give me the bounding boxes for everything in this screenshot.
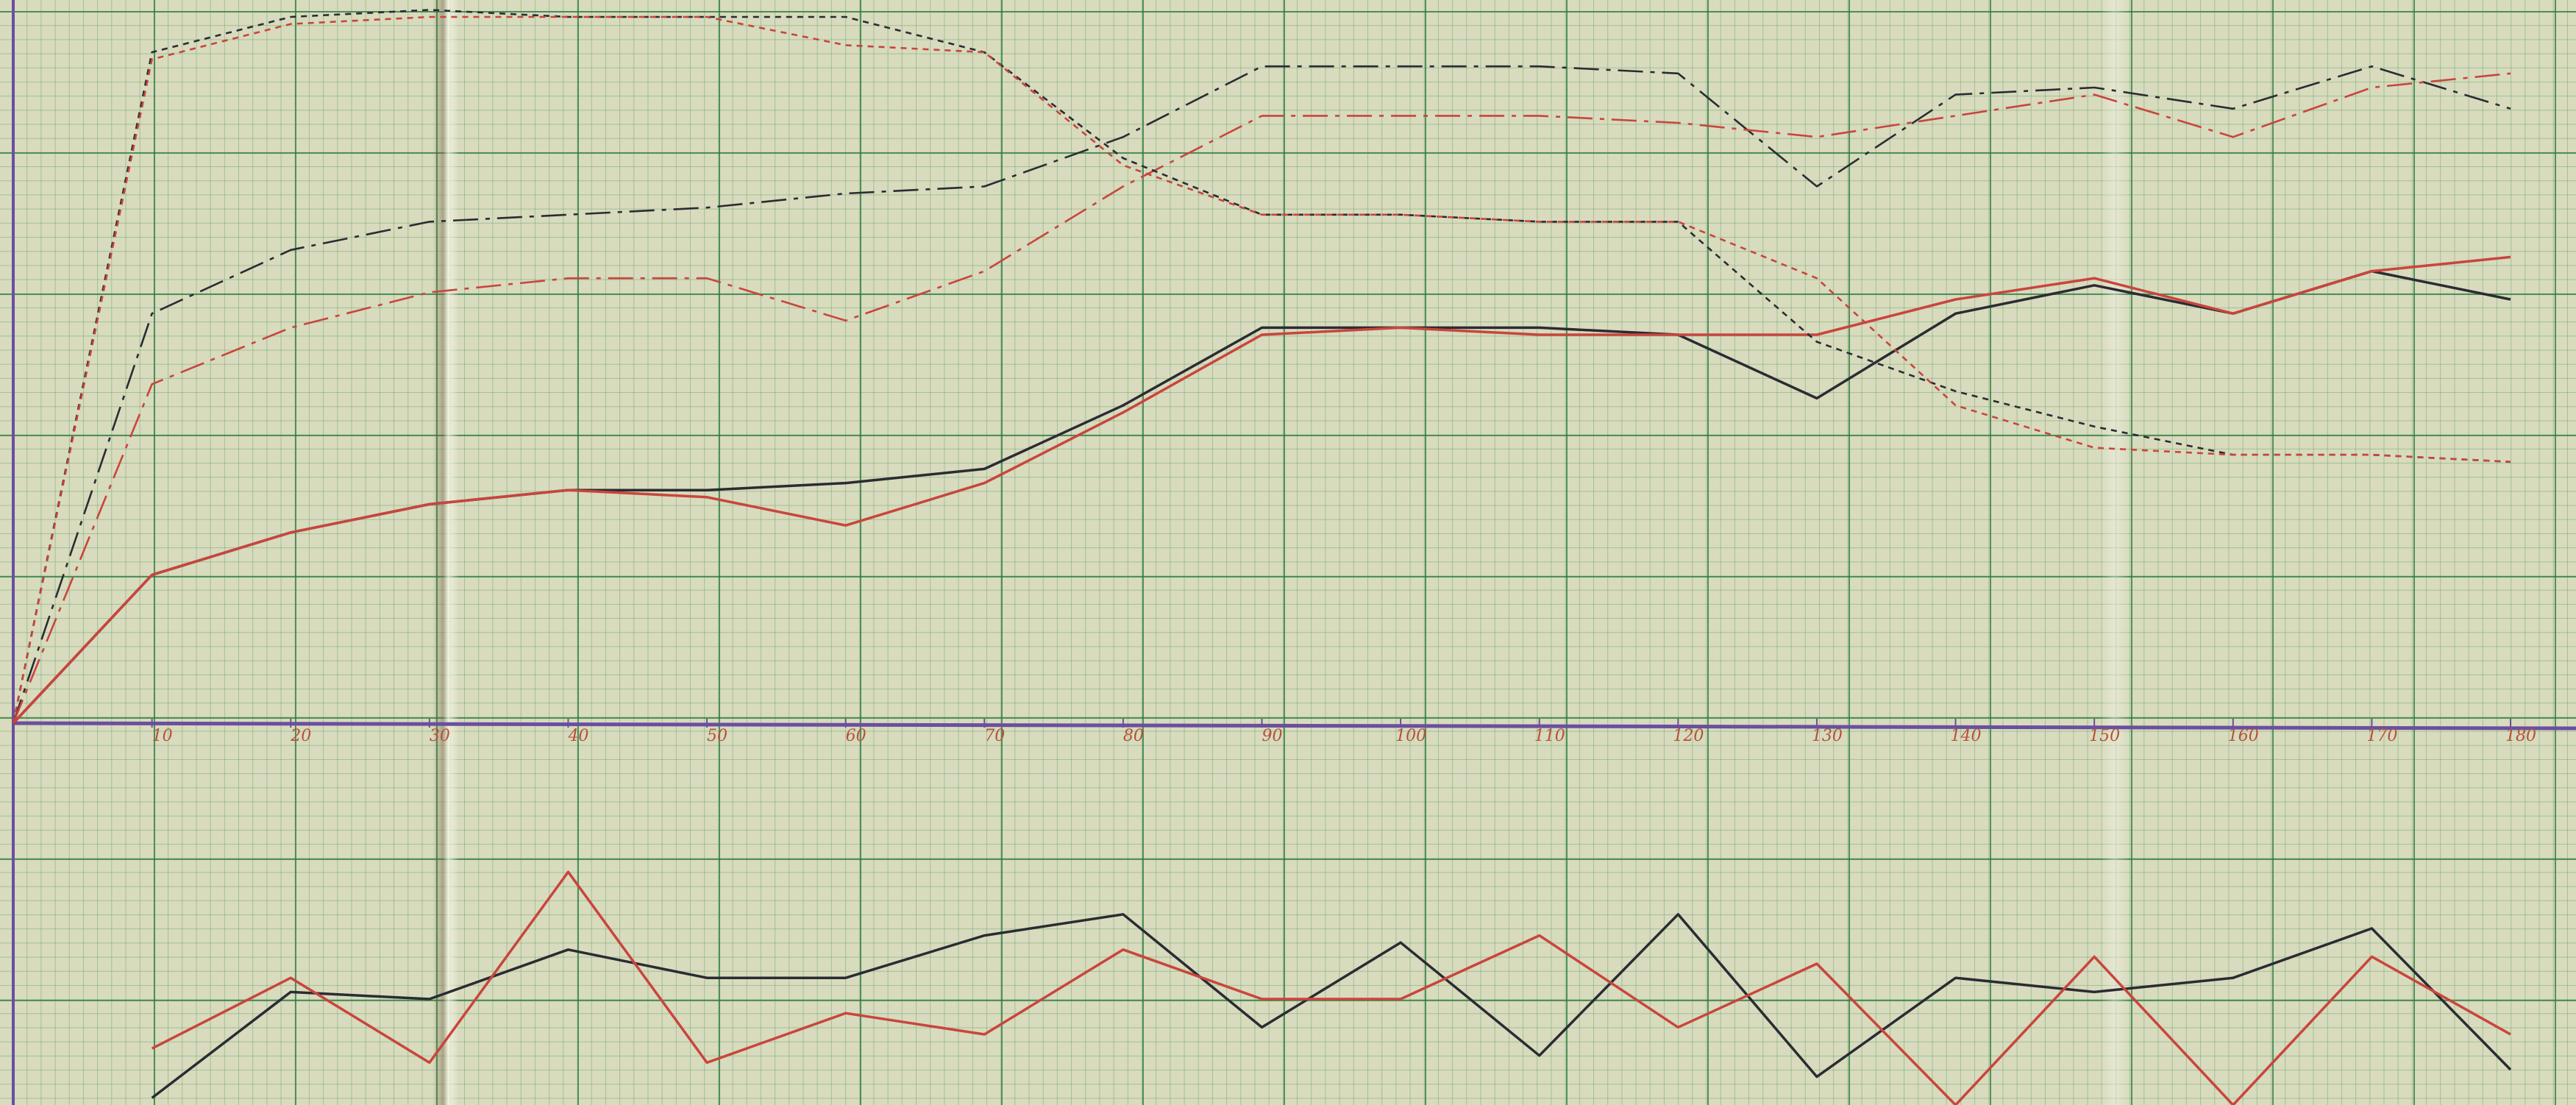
data-line: [13, 66, 2511, 723]
x-tick-label: 90: [1262, 727, 1283, 745]
x-tick-label: 140: [1951, 727, 1982, 745]
data-line: [13, 271, 2511, 723]
x-tick-label: 130: [1812, 727, 1843, 745]
x-tick-label: 180: [2505, 727, 2536, 745]
page: {"chart_data": [ {"type": "line", "x": […: [0, 0, 2576, 1105]
x-tick-label: 10: [152, 727, 173, 745]
x-tick-label: 70: [984, 727, 1005, 745]
x-tick-label: 170: [2366, 727, 2397, 745]
x-tick-label: 20: [290, 727, 311, 745]
data-line: [13, 17, 2511, 723]
data-line: [152, 914, 2511, 1098]
x-tick-label: 40: [567, 727, 588, 745]
x-tick-label: 60: [846, 727, 867, 745]
x-tick-label: 30: [430, 727, 450, 745]
chart: 10 20 30 40 50 60 70 80 90 100 110 120 130 140 150 160 1…: [0, 0, 2576, 1105]
x-tick-label: 160: [2228, 727, 2259, 745]
x-tick-label: 110: [1534, 727, 1565, 745]
x-tick-label: 80: [1123, 727, 1144, 745]
x-tick-label: 100: [1395, 727, 1426, 745]
x-axis-line: [13, 723, 2576, 728]
data-line: [152, 872, 2511, 1105]
data-line: [13, 74, 2511, 723]
x-tick-label: 150: [2089, 727, 2120, 745]
x-tick-label: 50: [707, 727, 727, 745]
x-tick-label: 120: [1673, 727, 1704, 745]
